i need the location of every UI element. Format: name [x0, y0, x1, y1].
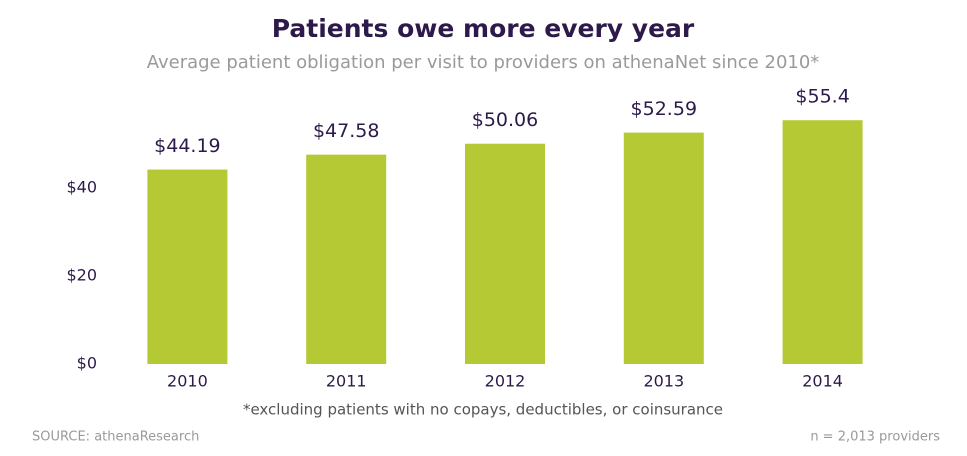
chart-title: Patients owe more every year: [272, 14, 695, 43]
y-tick-label: $20: [66, 266, 97, 285]
value-label: $47.58: [313, 120, 379, 142]
value-label: $44.19: [154, 135, 220, 157]
value-label: $50.06: [472, 109, 538, 131]
x-tick-label: 2011: [326, 372, 367, 391]
bar: [465, 143, 545, 364]
source: SOURCE: athenaResearch: [32, 430, 199, 445]
value-label: $52.59: [631, 98, 697, 120]
x-tick-label: 2014: [802, 372, 843, 391]
x-tick-label: 2012: [485, 372, 526, 391]
bar: [147, 169, 228, 364]
bar: [782, 120, 863, 365]
y-tick-label: $0: [77, 354, 97, 373]
chart-subtitle: Average patient obligation per visit to …: [147, 52, 820, 73]
footnote: *excluding patients with no copays, dedu…: [243, 401, 723, 419]
bar: [306, 154, 387, 364]
x-tick-label: 2013: [643, 372, 684, 391]
x-tick-label: 2010: [167, 372, 208, 391]
y-tick-label: $40: [66, 178, 97, 197]
bar: [623, 132, 704, 364]
sample-note: n = 2,013 providers: [810, 430, 940, 445]
value-label: $55.4: [795, 86, 849, 108]
